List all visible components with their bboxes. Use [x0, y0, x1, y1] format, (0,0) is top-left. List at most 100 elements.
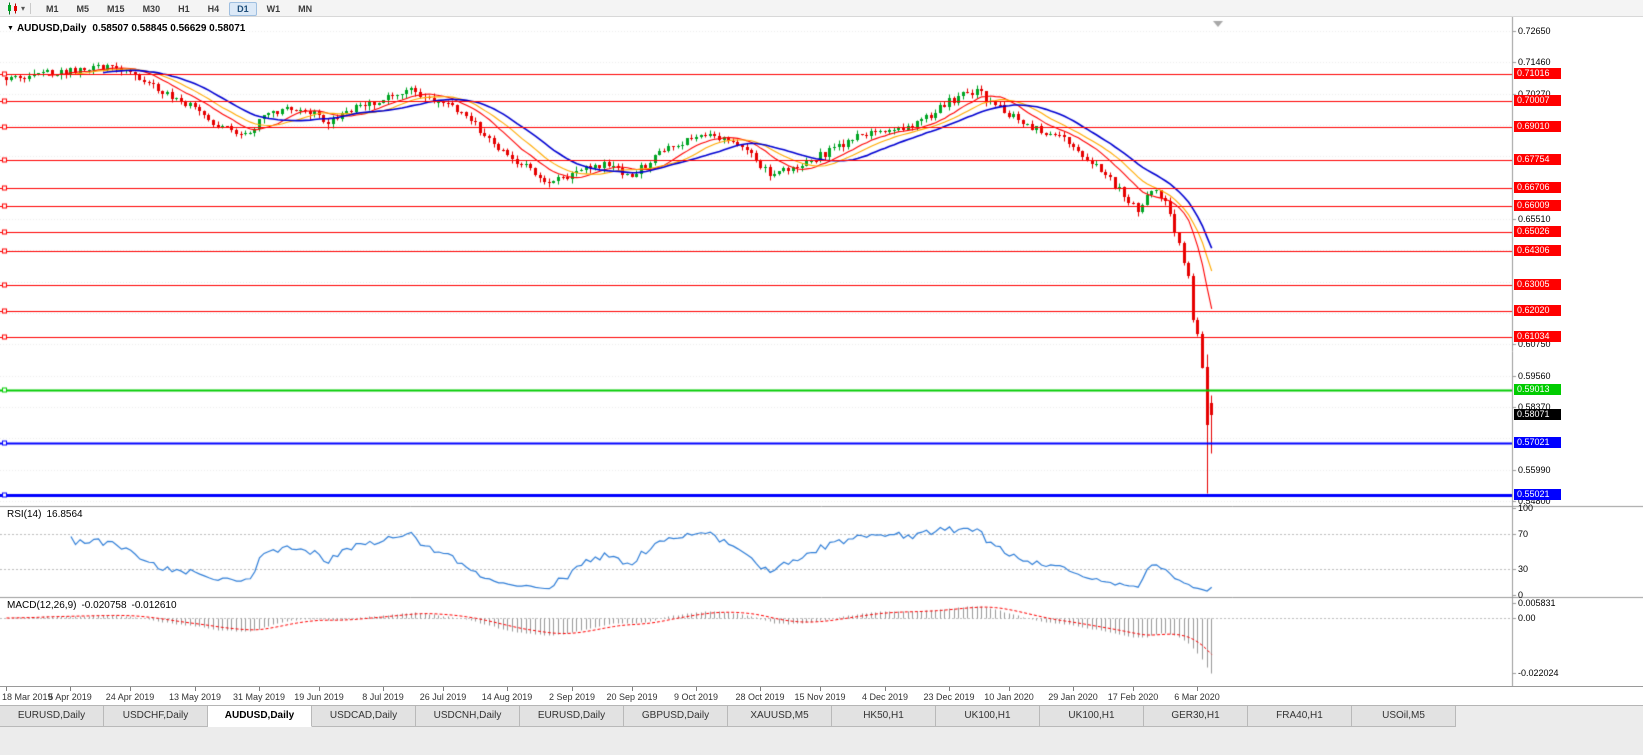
chart-tabs: EURUSD,Daily USDCHF,Daily AUDUSD,Daily USDC…: [0, 706, 1643, 727]
macd-value-signal: -0.012610: [131, 600, 177, 611]
time-axis-tick: [319, 687, 320, 691]
timeframe-button-m30[interactable]: M30: [142, 4, 161, 14]
time-axis-tick: [195, 687, 196, 691]
chart-tab-usdcnh-daily[interactable]: USDCNH,Daily: [416, 706, 520, 727]
chart-tab-xauusd-m5[interactable]: XAUUSD,M5: [728, 706, 832, 727]
rsi-value: 16.8564: [46, 509, 83, 520]
chart-tab-eurusd-daily[interactable]: EURUSD,Daily: [520, 706, 624, 727]
price-marker-label: 0.67754: [1514, 154, 1561, 165]
macd-axis-label: 0.005831: [1518, 598, 1556, 608]
price-marker-label: 0.69010: [1514, 121, 1561, 132]
rsi-axis-label: 30: [1518, 564, 1529, 574]
time-axis-label: 31 May 2019: [232, 692, 286, 702]
rsi-indicator-label: RSI(14) 16.8564: [7, 509, 83, 520]
time-axis-tick: [760, 687, 761, 691]
macd-indicator-label: MACD(12,26,9) -0.020758 -0.012610: [7, 600, 177, 611]
time-axis-label: 6 Mar 2020: [1174, 692, 1220, 702]
timeframe-button-m1[interactable]: M1: [46, 4, 59, 14]
price-axis-label: 0.70270: [1518, 89, 1551, 99]
time-axis-label: 20 Sep 2019: [606, 692, 658, 702]
rsi-axis-label: 70: [1518, 529, 1529, 539]
time-axis-label: 2 Sep 2019: [548, 692, 596, 702]
price-axis-label: 0.54800: [1518, 496, 1551, 506]
macd-name: MACD(12,26,9): [7, 600, 77, 611]
chart-tab-usoil-m5[interactable]: USOil,M5: [1352, 706, 1456, 727]
chart-symbol-label: AUDUSD,Daily: [16, 23, 87, 34]
chart-tab-eurusd-daily[interactable]: EURUSD,Daily: [0, 706, 104, 727]
chart-ohlc-values: 0.58507 0.58845 0.56629 0.58071: [92, 23, 246, 34]
time-axis-tick: [572, 687, 573, 691]
time-axis-label: 23 Dec 2019: [923, 692, 975, 702]
rsi-axis-label: 100: [1518, 503, 1534, 513]
price-chart-canvas[interactable]: [0, 17, 1643, 686]
time-axis-label: 19 Jun 2019: [294, 692, 344, 702]
time-axis-label: 9 Oct 2019: [673, 692, 719, 702]
price-marker-label: 0.70007: [1514, 95, 1561, 106]
time-axis[interactable]: 18 Mar 2019 5 Apr 2019 24 Apr 2019 13 May 2…: [0, 686, 1643, 705]
timeframe-button-m15[interactable]: M15: [107, 4, 125, 14]
time-axis-tick: [259, 687, 260, 691]
time-axis-label: 26 Jul 2019: [419, 692, 467, 702]
price-marker-label: 0.63005: [1514, 279, 1561, 290]
timeframe-button-m5[interactable]: M5: [76, 4, 90, 14]
time-axis-tick: [507, 687, 508, 691]
price-axis-label: 0.60750: [1518, 339, 1551, 349]
chart-type-candlestick-icon[interactable]: [4, 1, 21, 15]
price-marker-label: 0.59013: [1514, 384, 1561, 395]
macd-value-main: -0.020758: [81, 600, 127, 611]
time-axis-label: 15 Nov 2019: [794, 692, 846, 702]
time-axis-tick: [1197, 687, 1198, 691]
time-axis-tick: [70, 687, 71, 691]
timeframe-button-w1[interactable]: W1: [266, 4, 281, 14]
time-axis-label: 28 Oct 2019: [735, 692, 785, 702]
chart-tab-fra40-h1[interactable]: FRA40,H1: [1248, 706, 1352, 727]
time-axis-label: 14 Aug 2019: [481, 692, 533, 702]
timeframe-button-d1[interactable]: D1: [229, 2, 257, 16]
time-axis-tick: [696, 687, 697, 691]
chart-type-dropdown-icon[interactable]: ▾: [21, 3, 26, 13]
chart-tab-uk100-h1[interactable]: UK100,H1: [936, 706, 1040, 727]
price-axis-label: 0.65510: [1518, 214, 1551, 224]
time-axis-label: 24 Apr 2019: [105, 692, 155, 702]
timeframe-button-h4[interactable]: H4: [207, 4, 220, 14]
price-axis-label: 0.58370: [1518, 402, 1551, 412]
price-marker-label: 0.58071: [1514, 409, 1561, 420]
time-axis-tick: [6, 687, 7, 691]
price-marker-label: 0.55021: [1514, 489, 1561, 500]
chart-tab-gbpusd-daily[interactable]: GBPUSD,Daily: [624, 706, 728, 727]
rsi-axis-label: 0: [1518, 590, 1524, 600]
time-axis-label: 4 Dec 2019: [861, 692, 909, 702]
time-axis-tick: [632, 687, 633, 691]
price-axis-label: 0.59560: [1518, 371, 1551, 381]
time-axis-label: 18 Mar 2019: [2, 692, 53, 702]
price-marker-label: 0.66009: [1514, 200, 1561, 211]
chart-tab-uk100-h1[interactable]: UK100,H1: [1040, 706, 1144, 727]
timeframe-button-mn[interactable]: MN: [298, 4, 313, 14]
symbol-marker-icon: ▼: [7, 25, 14, 32]
time-axis-tick: [130, 687, 131, 691]
time-axis-tick: [383, 687, 384, 691]
time-axis-label: 29 Jan 2020: [1048, 692, 1098, 702]
timeframe-button-h1[interactable]: H1: [178, 4, 190, 14]
rsi-name: RSI(14): [7, 509, 42, 520]
macd-axis-label: 0.00: [1518, 613, 1536, 623]
toolbar: ▾ M1 M5 M15 M30 H1 H4 D1 W1 MN: [0, 0, 1643, 17]
price-axis-label: 0.72650: [1518, 26, 1551, 36]
chart-tab-usdchf-daily[interactable]: USDCHF,Daily: [104, 706, 208, 727]
time-axis-label: 10 Jan 2020: [984, 692, 1034, 702]
price-marker-label: 0.57021: [1514, 437, 1561, 448]
price-marker-label: 0.61034: [1514, 331, 1561, 342]
chart-tab-ger30-h1[interactable]: GER30,H1: [1144, 706, 1248, 727]
time-axis-tick: [1133, 687, 1134, 691]
price-marker-label: 0.65026: [1514, 226, 1561, 237]
chart-tab-audusd-daily[interactable]: AUDUSD,Daily: [208, 706, 312, 727]
timeframe-buttons: M1 M5 M15 M30 H1 H4 D1 W1 MN: [37, 0, 321, 17]
price-marker-label: 0.64306: [1514, 245, 1561, 256]
price-marker-label: 0.62020: [1514, 305, 1561, 316]
time-axis-label: 5 Apr 2019: [48, 692, 92, 702]
chart-tab-bar: EURUSD,Daily USDCHF,Daily AUDUSD,Daily USDC…: [0, 705, 1643, 755]
chart-tab-usdcad-daily[interactable]: USDCAD,Daily: [312, 706, 416, 727]
macd-axis-label: -0.022024: [1518, 668, 1559, 678]
price-marker-label: 0.71016: [1514, 68, 1561, 79]
chart-tab-hk50-h1[interactable]: HK50,H1: [832, 706, 936, 727]
